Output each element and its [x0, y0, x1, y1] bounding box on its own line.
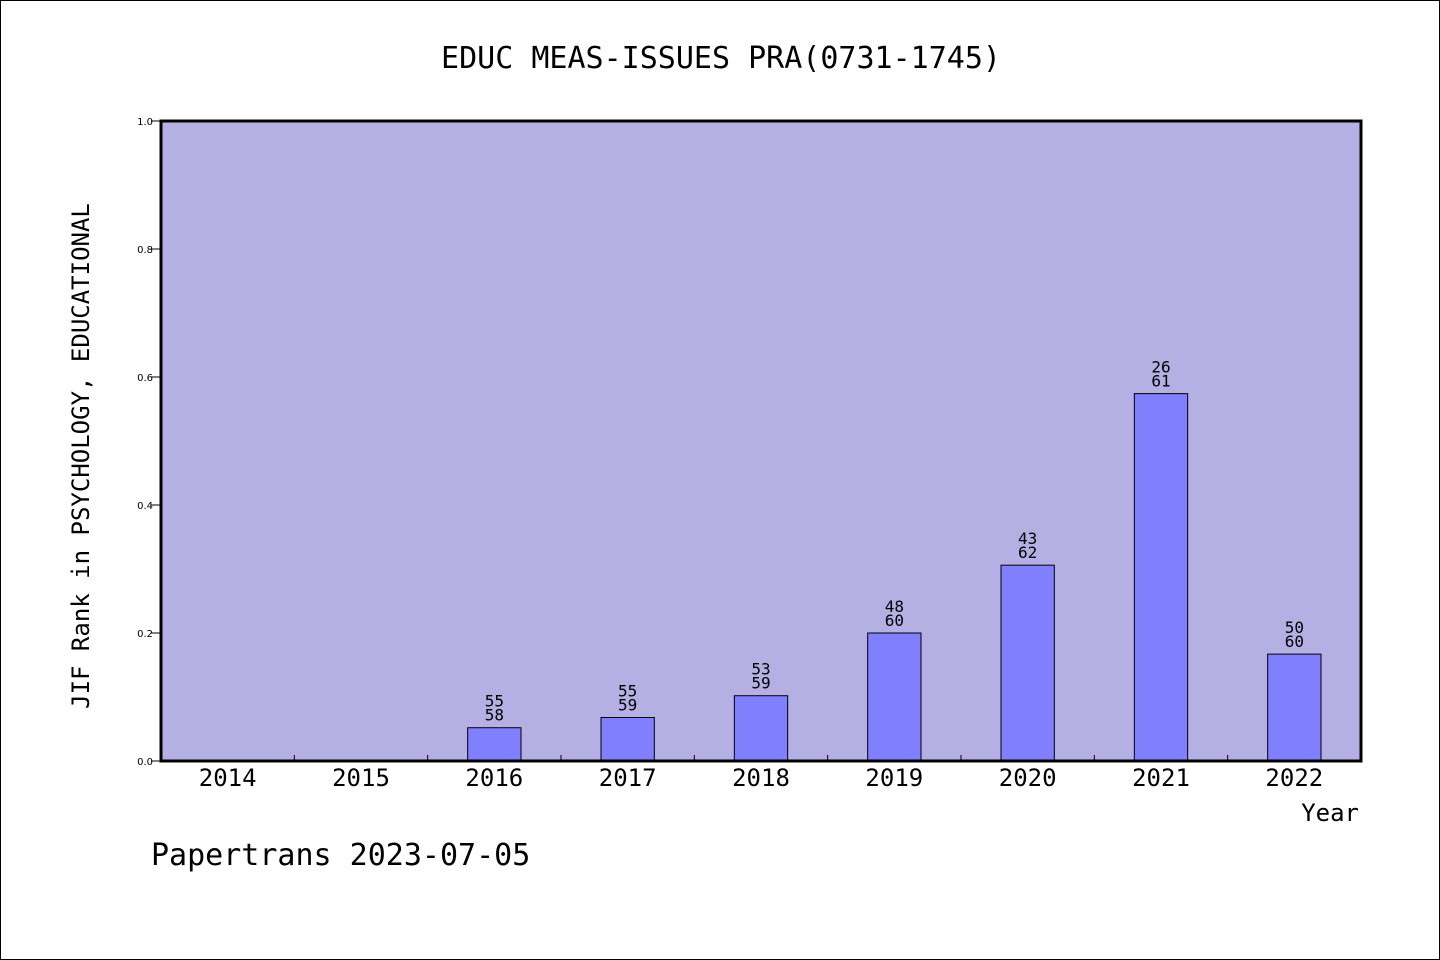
y-tick-label-0.4: 0.4 [137, 501, 153, 512]
footer-text: Papertrans 2023-07-05 [151, 838, 530, 873]
bar-2022 [1267, 653, 1322, 762]
x-tick-label-2020: 2020 [999, 764, 1057, 792]
bar-label-rank-2016: 55 [485, 692, 504, 711]
chart-title: EDUC MEAS-ISSUES PRA(0731-1745) [441, 41, 1001, 76]
x-tick-label-2014: 2014 [199, 764, 257, 792]
bar-label-total-2016: 58 [485, 706, 504, 725]
bar-2017 [600, 716, 655, 762]
y-axis-label: JIF Rank in PSYCHOLOGY, EDUCATIONAL [67, 203, 95, 709]
bar-label-total-2022: 60 [1285, 632, 1304, 651]
y-tick-label-0.0: 0.0 [137, 757, 153, 768]
bar-label-rank-2022: 50 [1285, 618, 1304, 637]
x-tick-label-2016: 2016 [465, 764, 523, 792]
bars-layer [467, 393, 1322, 762]
bar-label-total-2021: 61 [1151, 372, 1170, 391]
bar-2020 [1000, 564, 1055, 762]
y-tick-label-0.8: 0.8 [137, 245, 153, 256]
bar-label-rank-2021: 26 [1151, 358, 1170, 377]
bar-label-rank-2018: 53 [751, 660, 770, 679]
bar-label-total-2017: 59 [618, 695, 637, 714]
bar-label-rank-2020: 43 [1018, 529, 1037, 548]
x-tick-label-2018: 2018 [732, 764, 790, 792]
bar-label-rank-2019: 48 [885, 597, 904, 616]
x-tick-label-2017: 2017 [599, 764, 657, 792]
bar-label-total-2019: 60 [885, 611, 904, 630]
x-axis-label: Year [1301, 799, 1359, 827]
bar-2018 [733, 695, 789, 762]
x-axis: 2014 2015 2016 2017 2018 2019 2020 2021 2022 [199, 755, 1323, 792]
x-tick-label-2015: 2015 [332, 764, 390, 792]
bar-label-total-2018: 59 [751, 674, 770, 693]
plot-frame [159, 119, 1363, 763]
x-tick-label-2019: 2019 [865, 764, 923, 792]
y-axis: 0.0 0.2 0.4 0.6 0.8 1.0 [137, 117, 161, 768]
x-tick-label-2021: 2021 [1132, 764, 1190, 792]
bar-2021 [1133, 393, 1189, 762]
y-tick-label-0.2: 0.2 [137, 629, 153, 640]
bar-2016 [467, 727, 522, 762]
bar-label-rank-2017: 55 [618, 681, 637, 700]
y-tick-label-0.6: 0.6 [137, 373, 153, 384]
x-tick-label-2022: 2022 [1265, 764, 1323, 792]
y-tick-label-1.0: 1.0 [137, 117, 153, 128]
bar-label-total-2020: 62 [1018, 543, 1037, 562]
bar-2019 [867, 632, 922, 762]
